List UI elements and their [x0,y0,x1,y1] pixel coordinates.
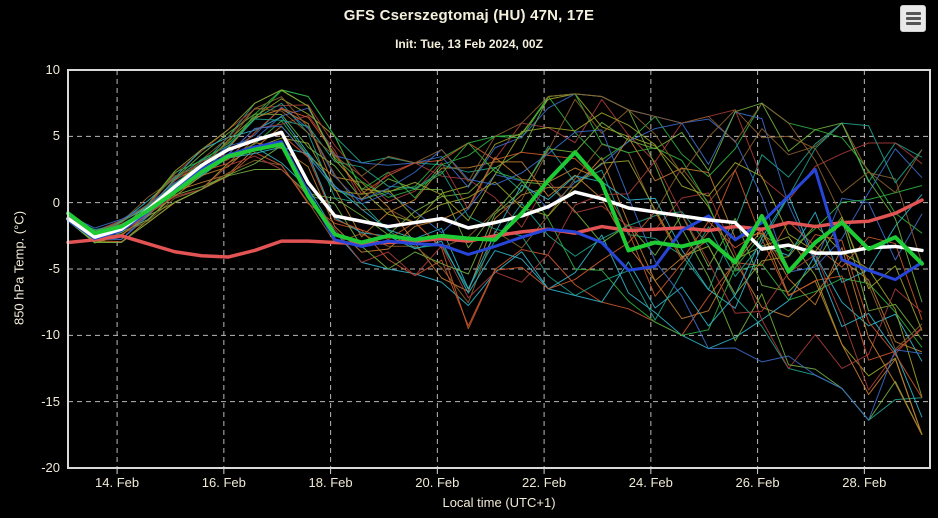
ensemble-member-line [67,136,923,436]
ensemble-member-line [67,89,923,331]
y-tick-label: 5 [52,128,60,144]
series-blue-line [66,140,924,282]
chart-subtitle: Init: Tue, 13 Feb 2024, 00Z [395,37,543,51]
ensemble-member-line [67,89,923,291]
x-axis-title: Local time (UTC+1) [442,495,556,510]
x-tick-label: 26. Feb [735,475,780,490]
x-tick-label: 20. Feb [415,475,460,490]
ensemble-member-line [67,122,923,304]
hamburger-menu-icon [905,17,921,20]
plot-frame [67,69,931,469]
y-tick-label: 0 [52,194,60,210]
x-tick-label: 28. Feb [842,475,887,490]
ensemble-member-line [67,93,923,436]
x-tick-label: 24. Feb [628,475,673,490]
ensemble-member-line [67,155,923,391]
x-tick-label: 22. Feb [522,475,567,490]
series-green-line [66,142,924,274]
ensemble-member-line [67,102,923,303]
y-tick-label: 10 [45,62,60,77]
y-tick-label: -20 [41,460,60,475]
y-tick-label: -15 [41,393,60,409]
series-red-line [66,198,924,259]
chart-title: GFS Cserszegtomaj (HU) 47N, 17E [343,7,595,24]
ensemble-member-line [67,96,923,350]
x-tick-label: 16. Feb [201,475,246,490]
hamburger-menu-icon [905,12,921,15]
x-tick-label: 14. Feb [95,475,140,490]
y-tick-label: -5 [48,261,60,276]
ensemble-member-line [67,146,923,418]
y-tick-label: -10 [41,327,60,343]
ensemble-member-line [67,93,923,236]
x-tick-label: 18. Feb [308,475,353,490]
chart-context-menu-button[interactable] [900,5,926,32]
hamburger-menu-icon [905,22,921,25]
ensemble-member-line [67,125,923,353]
series-white-line [66,130,924,255]
ensemble-member-line [67,102,923,421]
